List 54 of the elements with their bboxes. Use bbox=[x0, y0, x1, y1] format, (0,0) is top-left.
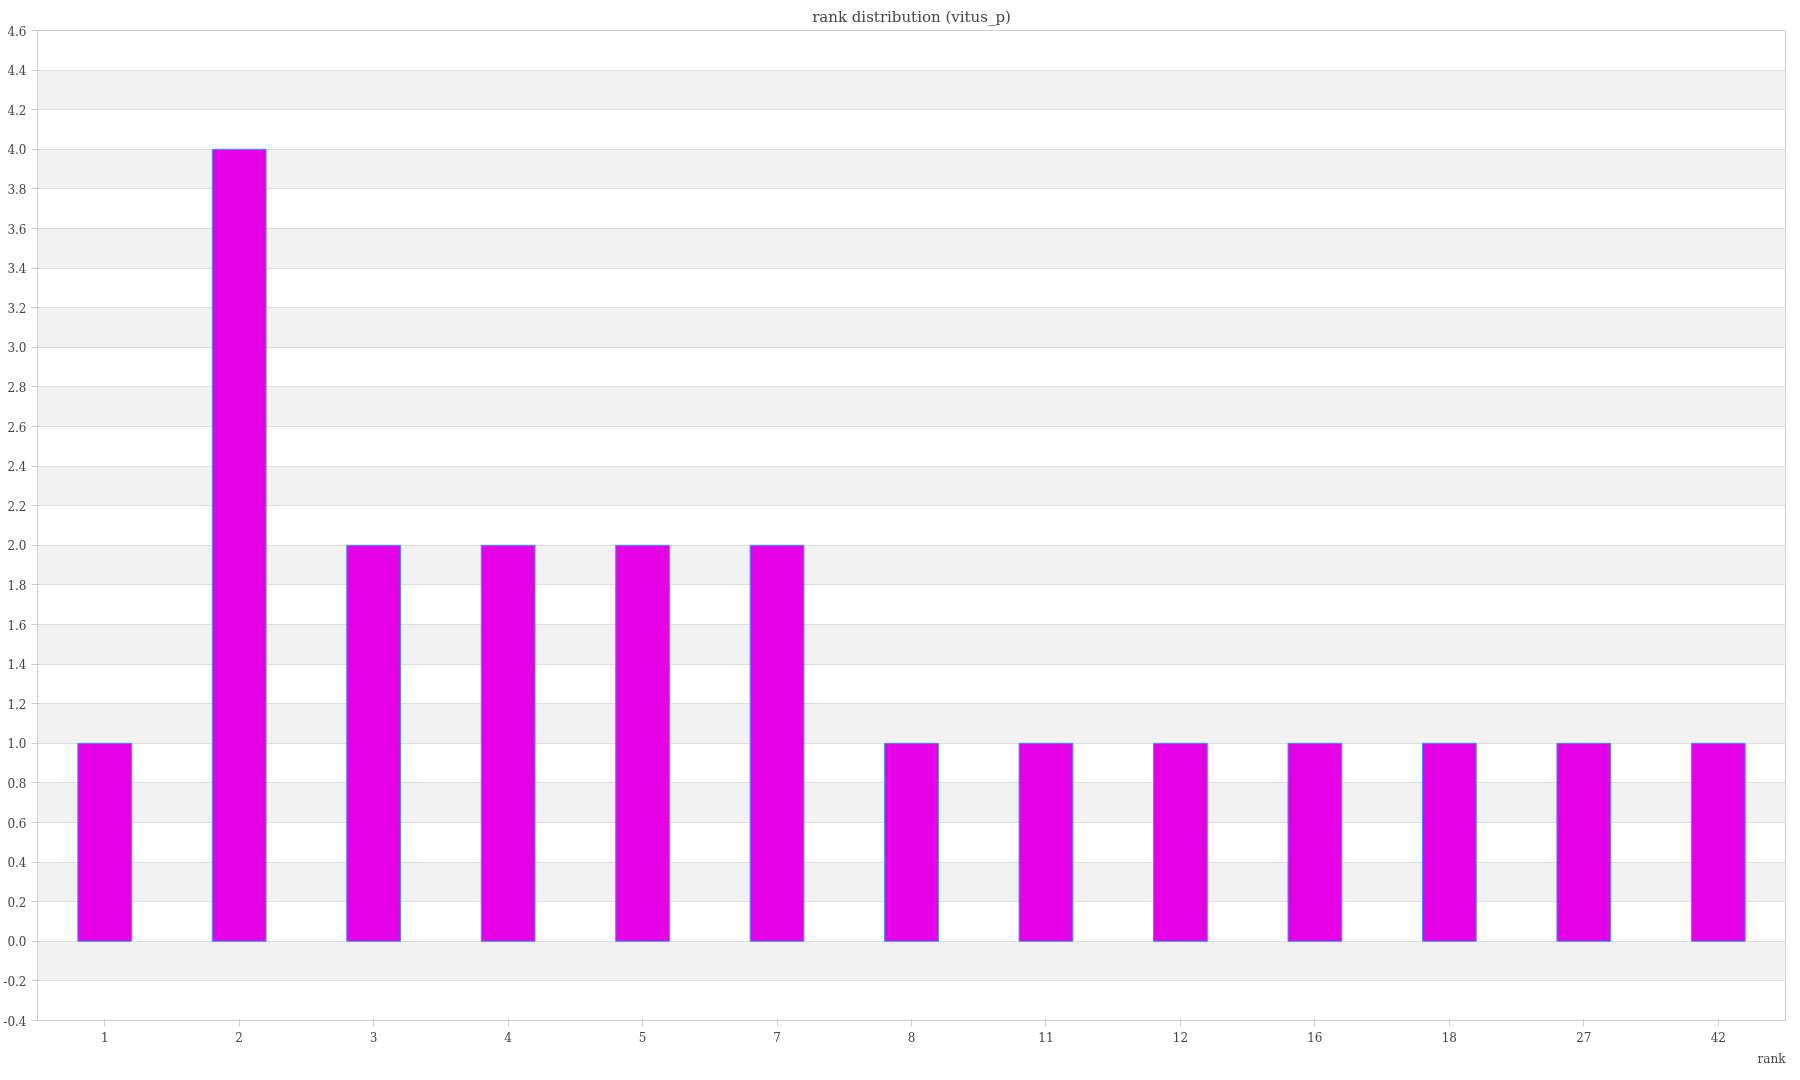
bar bbox=[1287, 742, 1343, 942]
y-tick-label: 2.6 bbox=[7, 420, 27, 435]
x-tick-label: 18 bbox=[1441, 1030, 1457, 1045]
y-tick-label: 3.8 bbox=[7, 182, 27, 197]
y-tick-label: 0.4 bbox=[7, 856, 27, 871]
y-tick-label: 1.2 bbox=[7, 697, 27, 712]
y-tick-label: 3.4 bbox=[7, 262, 27, 277]
y-tick-label: 0.0 bbox=[7, 935, 27, 950]
x-axis-title: rank bbox=[1757, 1051, 1787, 1066]
x-tick-label: 8 bbox=[907, 1030, 916, 1045]
y-tick-label: 4.0 bbox=[7, 143, 27, 158]
x-tick-label: 12 bbox=[1172, 1030, 1189, 1045]
y-tick-label: 1.0 bbox=[7, 737, 27, 752]
x-tick-label: 3 bbox=[369, 1030, 378, 1045]
x-tick-label: 2 bbox=[235, 1030, 244, 1045]
x-tick-label: 4 bbox=[504, 1030, 513, 1045]
y-tick-label: 4.2 bbox=[7, 103, 27, 118]
bar bbox=[1556, 742, 1612, 942]
y-tick-label: 2.0 bbox=[7, 539, 27, 554]
bar bbox=[77, 742, 133, 942]
y-tick-label: 0.2 bbox=[7, 895, 27, 910]
y-tick-label: 2.2 bbox=[7, 499, 27, 514]
y-tick-label: 3.6 bbox=[7, 222, 27, 237]
x-tick-label: 27 bbox=[1576, 1030, 1592, 1045]
y-tick-label: 3.2 bbox=[7, 301, 27, 316]
x-tick-label: 5 bbox=[638, 1030, 647, 1045]
chart-title: rank distribution (vitus_p) bbox=[812, 7, 1011, 26]
bar bbox=[1153, 742, 1208, 942]
y-tick-label: 1.6 bbox=[7, 618, 27, 633]
bar bbox=[346, 544, 402, 942]
x-tick-label: 1 bbox=[100, 1030, 109, 1045]
bar bbox=[1690, 742, 1746, 942]
bar bbox=[749, 544, 805, 942]
bar bbox=[480, 544, 536, 942]
x-tick-label: 7 bbox=[773, 1030, 781, 1045]
y-tick-label: 1.4 bbox=[7, 658, 27, 673]
x-tick-label: 16 bbox=[1307, 1030, 1323, 1045]
y-tick-label: 3.0 bbox=[7, 341, 27, 356]
y-tick-label: 0.6 bbox=[7, 816, 27, 831]
bar bbox=[615, 544, 670, 942]
bar bbox=[884, 742, 939, 942]
x-tick-label: 42 bbox=[1710, 1030, 1726, 1045]
y-tick-label: 0.8 bbox=[7, 776, 27, 791]
bar bbox=[1421, 742, 1477, 942]
y-tick-label: 2.8 bbox=[7, 380, 27, 395]
bar bbox=[211, 148, 267, 942]
y-tick-label: 2.4 bbox=[7, 460, 27, 475]
x-tick-label: 11 bbox=[1038, 1030, 1054, 1045]
y-tick-label: 4.4 bbox=[7, 64, 27, 79]
bar bbox=[1018, 742, 1074, 942]
y-tick-label: -0.4 bbox=[3, 1014, 27, 1029]
y-tick-label: -0.2 bbox=[3, 974, 27, 989]
y-tick-label: 4.6 bbox=[7, 24, 27, 39]
y-tick-label: 1.8 bbox=[7, 578, 27, 593]
